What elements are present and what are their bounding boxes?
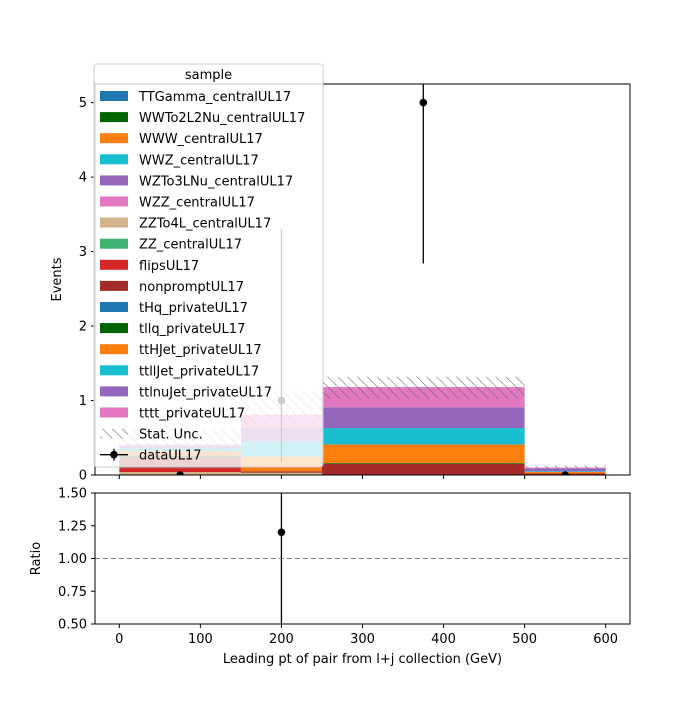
- legend-label-tllq_privateUL17: tllq_privateUL17: [139, 322, 245, 337]
- legend-title: sample: [185, 68, 232, 83]
- xtick-label-300: 300: [350, 632, 375, 647]
- legend-swatch-ttHJet_privateUL17: [100, 344, 128, 355]
- legend-label-ttllJet_privateUL17: ttllJet_privateUL17: [139, 364, 259, 379]
- ratio-ytick-label-1.00: 1.00: [58, 552, 87, 567]
- stat-unc-band-bin-2: [321, 376, 525, 400]
- xtick-label-0: 0: [115, 632, 123, 647]
- legend-swatch-tttt_privateUL17: [100, 407, 128, 418]
- legend-swatch-stat-unc: [100, 428, 128, 439]
- legend-label-data: dataUL17: [139, 449, 202, 464]
- legend-swatch-flipsUL17: [100, 259, 128, 270]
- legend-label-WZZ_centralUL17: WZZ_centralUL17: [139, 196, 255, 211]
- legend-label-ttlnuJet_privateUL17: ttlnuJet_privateUL17: [139, 385, 272, 400]
- legend-label-ZZ_centralUL17: ZZ_centralUL17: [139, 238, 242, 253]
- x-axis-label: Leading pt of pair from l+j collection (…: [223, 652, 502, 667]
- stat-unc-band-bin-3: [524, 465, 606, 470]
- axes: 0 1 2 3 4 5 0.50 0.75 1.00 1.25 1.50 0 100 200 300 400 5…: [29, 83, 631, 667]
- data-point-3: [561, 471, 569, 475]
- legend-swatch-ZZ_centralUL17: [100, 238, 128, 249]
- bar-ttlnuJet_privateUL17-bin-3: [524, 468, 606, 472]
- main-ytick-label-1: 1: [79, 394, 87, 409]
- bar-ttlnuJet_privateUL17-bin-2: [321, 407, 525, 429]
- legend-swatch-TTGamma_centralUL17: [100, 91, 128, 101]
- legend-label-nonpromptUL17: nonpromptUL17: [139, 280, 244, 295]
- ratio-ytick-label-1.25: 1.25: [58, 519, 87, 534]
- legend: sample TTGamma_centralUL17 WWTo2L2Nu_centr…: [93, 63, 324, 468]
- legend-swatch-WWZ_centralUL17: [100, 154, 128, 165]
- legend-swatch-WZTo3LNu_centralUL17: [100, 175, 128, 186]
- legend-label-flipsUL17: flipsUL17: [139, 259, 199, 274]
- main-ytick-label-0: 0: [79, 469, 87, 484]
- legend-swatch-tllq_privateUL17: [100, 323, 128, 334]
- legend-label-ZZTo4L_centralUL17: ZZTo4L_centralUL17: [139, 217, 271, 232]
- legend-label-TTGamma_centralUL17: TTGamma_centralUL17: [138, 90, 291, 105]
- xtick-label-600: 600: [593, 632, 618, 647]
- legend-box: [93, 63, 324, 468]
- ratio-point-0: [277, 528, 286, 537]
- legend-label-WWTo2L2Nu_centralUL17: WWTo2L2Nu_centralUL17: [139, 111, 305, 126]
- main-y-axis-label: Events: [50, 257, 65, 301]
- main-ytick-label-3: 3: [79, 245, 87, 260]
- legend-label-stat-unc: Stat. Unc.: [139, 428, 203, 443]
- bar-ttHJet_privateUL17-bin-2: [321, 444, 525, 464]
- legend-label-tHq_privateUL17: tHq_privateUL17: [139, 301, 248, 316]
- legend-swatch-ttllJet_privateUL17: [100, 365, 128, 376]
- ratio-plot-area: [95, 493, 630, 624]
- main-ytick-label-4: 4: [79, 171, 87, 186]
- legend-label-WWZ_centralUL17: WWZ_centralUL17: [139, 153, 259, 168]
- bar-ZZTo4L_centralUL17-bin-1: [240, 472, 322, 475]
- xtick-label-200: 200: [269, 632, 294, 647]
- legend-swatch-WZZ_centralUL17: [100, 196, 128, 207]
- legend-label-tttt_privateUL17: tttt_privateUL17: [139, 407, 245, 422]
- legend-swatch-nonpromptUL17: [100, 280, 128, 291]
- bar-nonpromptUL17-bin-2: [321, 463, 525, 475]
- data-point-0: [176, 471, 184, 475]
- ratio-ytick-label-0.50: 0.50: [58, 618, 87, 633]
- ratio-ytick-label-1.50: 1.50: [58, 487, 87, 502]
- legend-data-marker: [110, 450, 118, 459]
- legend-label-WZTo3LNu_centralUL17: WZTo3LNu_centralUL17: [139, 174, 293, 189]
- legend-swatch-ttlnuJet_privateUL17: [100, 386, 128, 397]
- main-ytick-label-5: 5: [79, 96, 87, 111]
- bar-nonpromptUL17-bin-1: [240, 471, 322, 473]
- main-ytick-label-2: 2: [79, 320, 87, 335]
- legend-label-WWW_centralUL17: WWW_centralUL17: [139, 132, 263, 147]
- xtick-label-400: 400: [431, 632, 456, 647]
- legend-swatch-WWW_centralUL17: [100, 133, 128, 144]
- legend-label-ttHJet_privateUL17: ttHJet_privateUL17: [139, 343, 262, 358]
- ratio-y-axis-label: Ratio: [29, 542, 44, 575]
- bar-flipsUL17-bin-0: [119, 468, 241, 473]
- legend-swatch-tHq_privateUL17: [100, 302, 128, 312]
- xtick-label-500: 500: [512, 632, 537, 647]
- bar-tllq_privateUL17-bin-2: [321, 463, 525, 464]
- data-point-2: [419, 98, 428, 107]
- ratio-ytick-label-0.75: 0.75: [58, 585, 87, 600]
- legend-swatch-ZZTo4L_centralUL17: [100, 217, 128, 228]
- legend-swatch-WWTo2L2Nu_centralUL17: [100, 112, 128, 123]
- bar-ttllJet_privateUL17-bin-2: [321, 428, 525, 445]
- xtick-label-100: 100: [188, 632, 213, 647]
